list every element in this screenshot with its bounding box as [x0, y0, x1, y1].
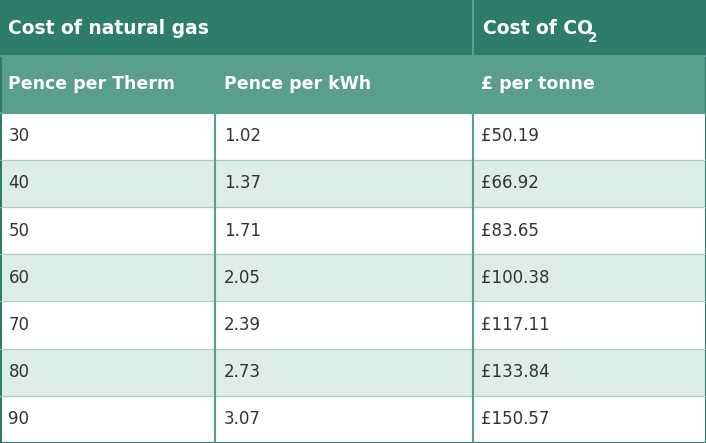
Text: 3.07: 3.07	[224, 410, 261, 428]
Bar	[473, 349, 706, 396]
Bar	[215, 113, 473, 160]
Bar	[473, 0, 706, 56]
Text: 30: 30	[8, 127, 30, 145]
Text: 50: 50	[8, 222, 30, 240]
Bar	[473, 301, 706, 349]
Bar	[0, 160, 215, 207]
Bar	[215, 349, 473, 396]
Text: £133.84: £133.84	[481, 363, 550, 381]
Text: Pence per Therm: Pence per Therm	[8, 75, 176, 93]
Bar	[0, 0, 473, 56]
Text: 40: 40	[8, 175, 30, 192]
Bar	[0, 254, 215, 301]
Text: 2: 2	[587, 31, 597, 45]
Text: 1.37: 1.37	[224, 175, 261, 192]
Text: Cost of natural gas: Cost of natural gas	[8, 19, 210, 38]
Bar	[0, 113, 215, 160]
Bar	[0, 207, 215, 254]
Bar	[473, 207, 706, 254]
Bar	[473, 160, 706, 207]
Text: Pence per kWh: Pence per kWh	[224, 75, 371, 93]
Bar	[473, 254, 706, 301]
Text: £ per tonne: £ per tonne	[481, 75, 595, 93]
Bar	[473, 56, 706, 113]
Text: 70: 70	[8, 316, 30, 334]
Text: 60: 60	[8, 269, 30, 287]
Text: 1.02: 1.02	[224, 127, 261, 145]
Text: 90: 90	[8, 410, 30, 428]
Text: Cost of CO: Cost of CO	[483, 19, 593, 38]
Text: 80: 80	[8, 363, 30, 381]
Text: £100.38: £100.38	[481, 269, 550, 287]
Bar	[215, 254, 473, 301]
Text: £117.11: £117.11	[481, 316, 550, 334]
Text: 2.05: 2.05	[224, 269, 261, 287]
Bar	[215, 396, 473, 443]
Text: £83.65: £83.65	[481, 222, 539, 240]
Bar	[473, 113, 706, 160]
Bar	[215, 56, 473, 113]
Bar	[0, 349, 215, 396]
Bar	[473, 396, 706, 443]
Text: £50.19: £50.19	[481, 127, 539, 145]
Bar	[215, 160, 473, 207]
Bar	[0, 301, 215, 349]
Text: 2.39: 2.39	[224, 316, 261, 334]
Bar	[215, 301, 473, 349]
Bar	[0, 56, 215, 113]
Bar	[0, 396, 215, 443]
Text: 1.71: 1.71	[224, 222, 261, 240]
Bar	[215, 207, 473, 254]
Text: £150.57: £150.57	[481, 410, 550, 428]
Text: 2.73: 2.73	[224, 363, 261, 381]
Text: £66.92: £66.92	[481, 175, 539, 192]
